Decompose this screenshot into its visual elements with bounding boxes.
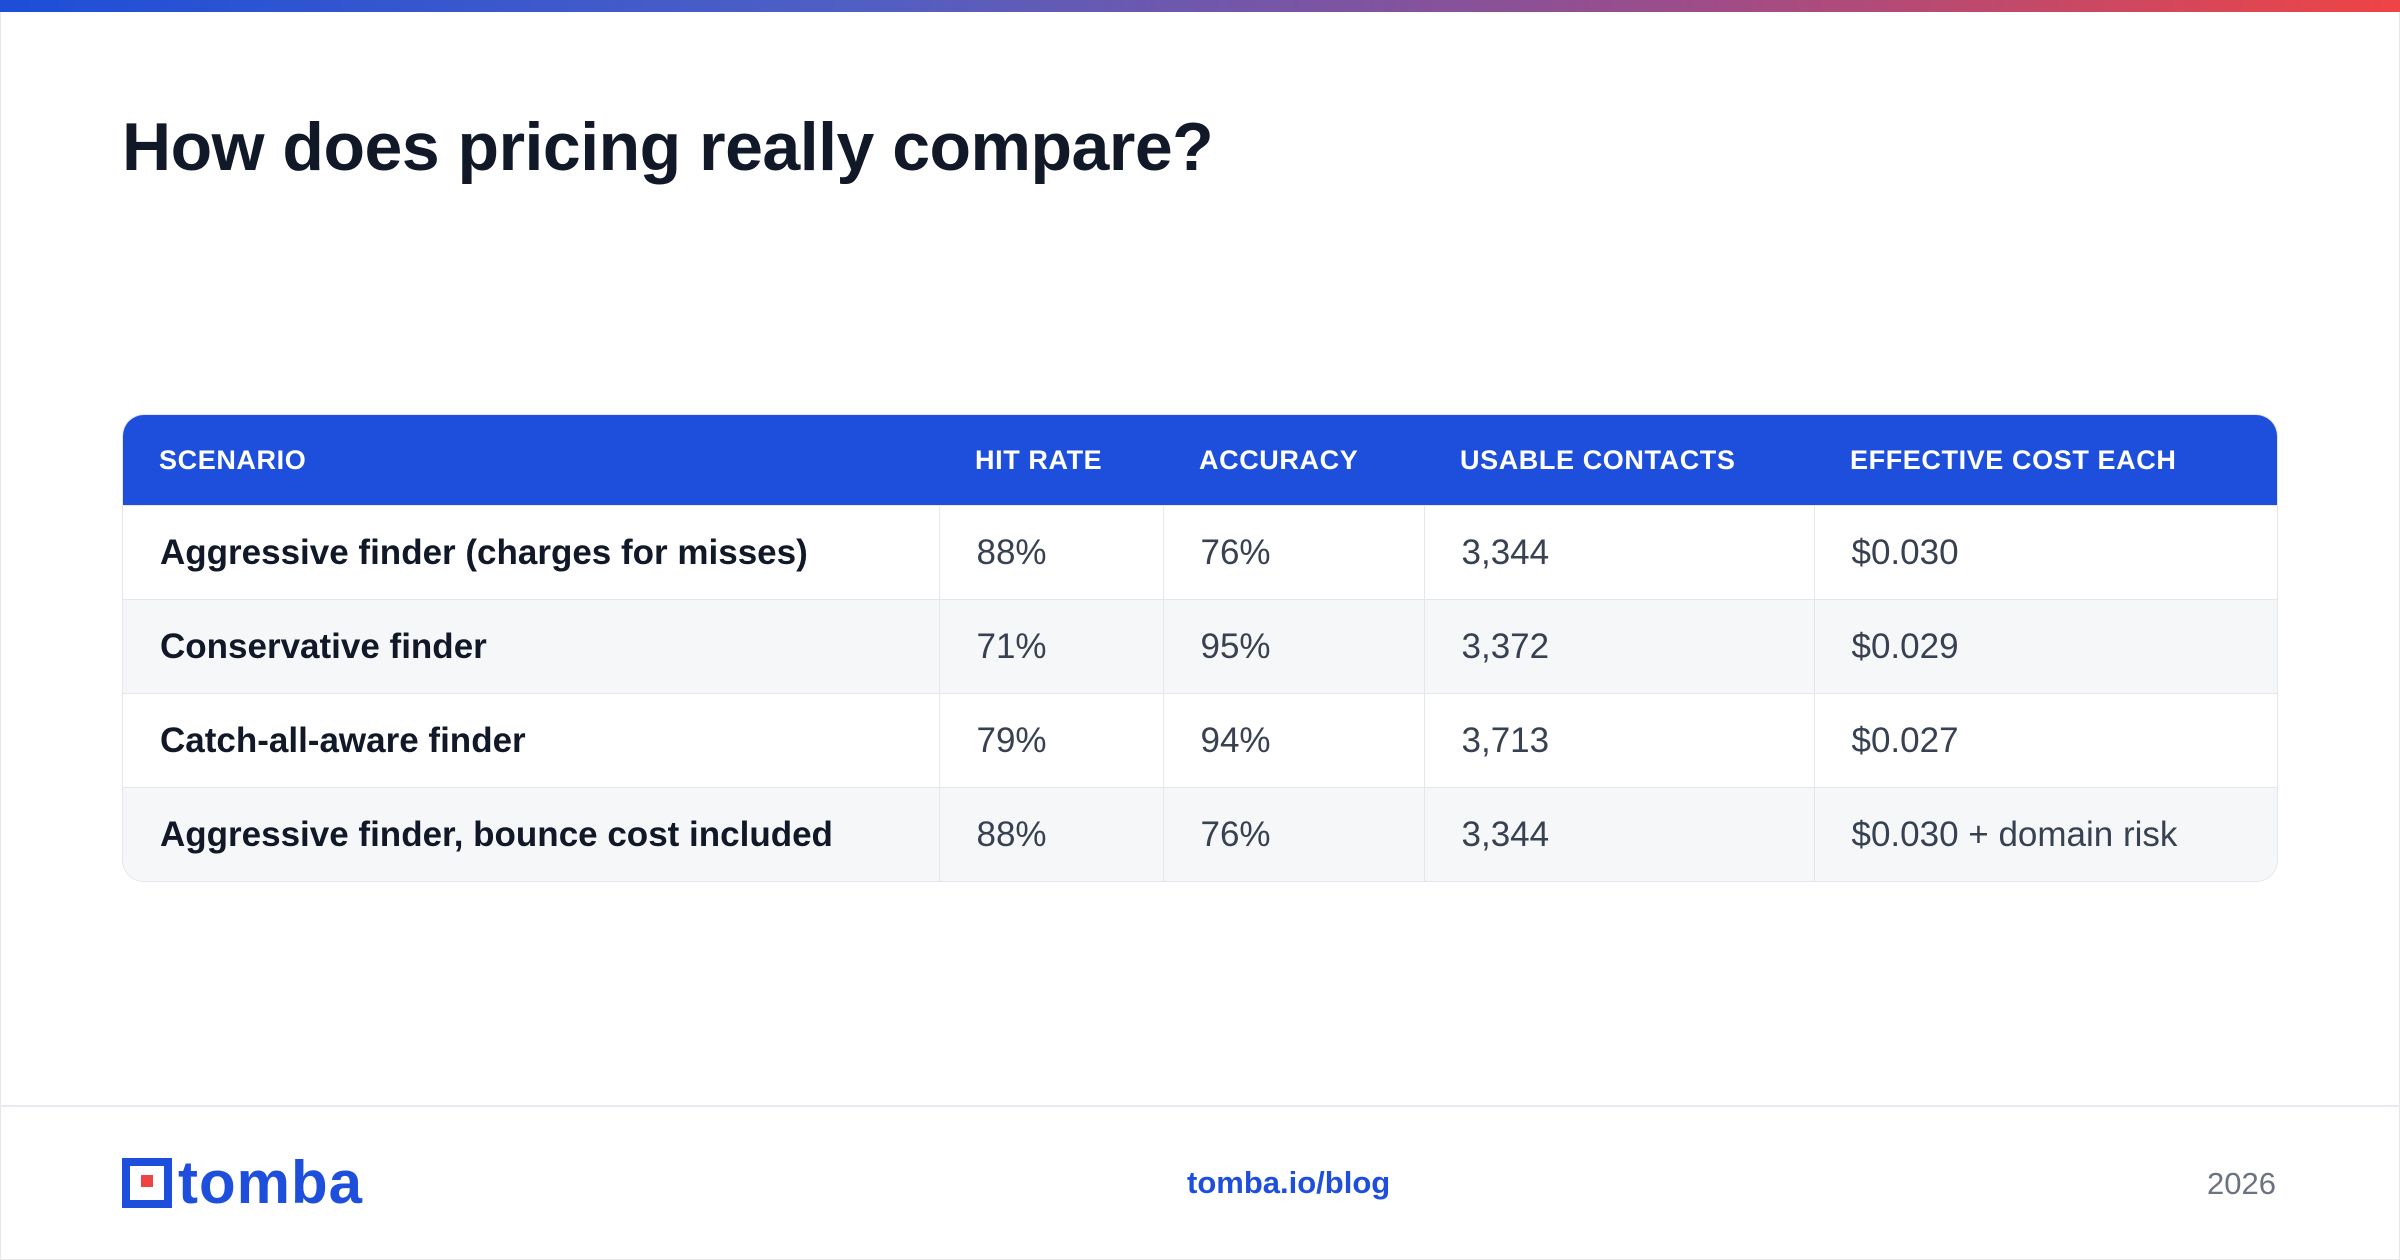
tomba-logo[interactable]: tomba — [122, 1153, 363, 1213]
cell-usable-contacts: 3,713 — [1423, 693, 1814, 788]
comparison-table: SCENARIO HIT RATE ACCURACY USABLE CONTAC… — [122, 414, 2278, 882]
page-title: How does pricing really compare? — [122, 109, 1214, 185]
cell-effective-cost: $0.029 — [1813, 599, 2277, 694]
header-hit-rate: HIT RATE — [939, 415, 1163, 506]
table-header-row: SCENARIO HIT RATE ACCURACY USABLE CONTAC… — [123, 415, 2277, 506]
cell-usable-contacts: 3,344 — [1423, 505, 1814, 600]
cell-accuracy: 76% — [1162, 787, 1424, 881]
cell-usable-contacts: 3,344 — [1423, 787, 1814, 881]
cell-effective-cost: $0.030 + domain risk — [1813, 787, 2277, 881]
tomba-logo-text: tomba — [178, 1149, 363, 1216]
blog-link[interactable]: tomba.io/blog — [1187, 1165, 1391, 1200]
cell-hit-rate: 88% — [938, 505, 1163, 600]
cell-scenario: Catch-all-aware finder — [123, 693, 939, 788]
tomba-logo-mark-icon — [122, 1158, 172, 1208]
footer-divider — [0, 1105, 2400, 1107]
cell-accuracy: 95% — [1162, 599, 1424, 694]
header-accuracy: ACCURACY — [1163, 415, 1424, 506]
cell-scenario: Aggressive finder (charges for misses) — [123, 505, 939, 600]
table-row: Conservative finder 71% 95% 3,372 $0.029 — [123, 599, 2277, 694]
cell-effective-cost: $0.027 — [1813, 693, 2277, 788]
cell-hit-rate: 88% — [938, 787, 1163, 881]
cell-accuracy: 94% — [1162, 693, 1424, 788]
cell-scenario: Conservative finder — [123, 599, 939, 694]
cell-scenario: Aggressive finder, bounce cost included — [123, 787, 939, 881]
table-row: Catch-all-aware finder 79% 94% 3,713 $0.… — [123, 693, 2277, 788]
footer-year: 2026 — [2207, 1166, 2276, 1201]
cell-hit-rate: 71% — [938, 599, 1163, 694]
header-effective-cost: EFFECTIVE COST EACH — [1814, 415, 2277, 506]
header-usable-contacts: USABLE CONTACTS — [1424, 415, 1814, 506]
cell-hit-rate: 79% — [938, 693, 1163, 788]
cell-accuracy: 76% — [1162, 505, 1424, 600]
top-gradient-bar — [0, 0, 2400, 12]
table-row: Aggressive finder, bounce cost included … — [123, 787, 2277, 881]
cell-usable-contacts: 3,372 — [1423, 599, 1814, 694]
pricing-table: SCENARIO HIT RATE ACCURACY USABLE CONTAC… — [123, 415, 2277, 881]
table-row: Aggressive finder (charges for misses) 8… — [123, 505, 2277, 600]
cell-effective-cost: $0.030 — [1813, 505, 2277, 600]
header-scenario: SCENARIO — [123, 415, 939, 506]
